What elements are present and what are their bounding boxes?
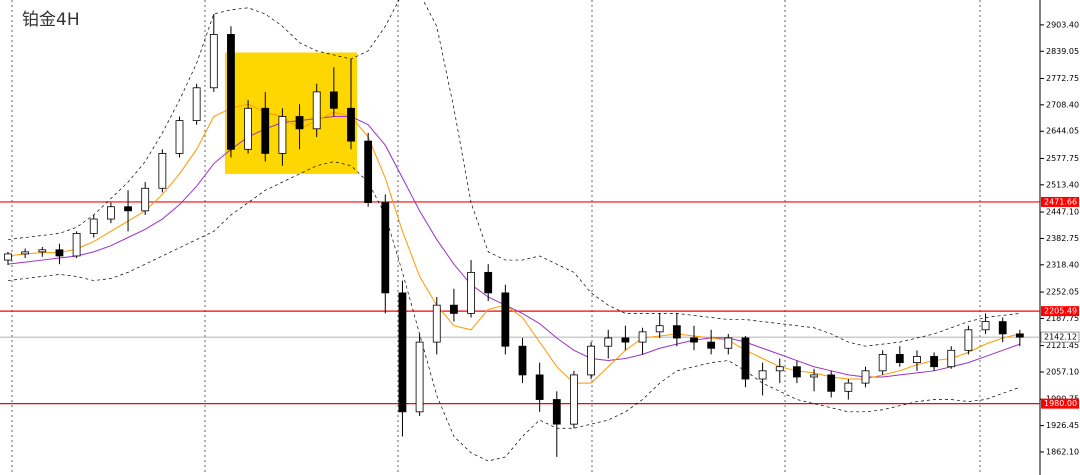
- candle-body: [38, 249, 47, 253]
- candle-body: [347, 107, 355, 142]
- plot: [0, 0, 1040, 462]
- candle-body: [570, 374, 578, 425]
- candle-body: [158, 153, 167, 189]
- level-label-box: [1041, 196, 1079, 207]
- candle-body: [261, 107, 270, 154]
- candle-body: [707, 341, 716, 349]
- candle-body: [775, 366, 784, 372]
- time-separators: [11, 0, 981, 475]
- candle-body: [518, 345, 527, 376]
- candle-body: [278, 116, 287, 154]
- candle-body: [844, 382, 853, 392]
- y-tick-label: 2252.05: [1046, 288, 1079, 297]
- candle-body: [107, 206, 115, 220]
- candle-body: [501, 292, 510, 347]
- candle-body: [21, 251, 30, 255]
- candle-body: [655, 325, 664, 333]
- candle-body: [449, 304, 458, 314]
- candle-body: [329, 91, 338, 109]
- y-tick-label: 2577.75: [1046, 154, 1079, 163]
- y-tick-label: 2903.40: [1046, 20, 1079, 29]
- candle-body: [175, 120, 184, 154]
- level-label-box: [1041, 306, 1079, 317]
- y-tick-label: 2839.05: [1046, 47, 1079, 56]
- indicator-line: [7, 161, 1020, 462]
- candle-body: [312, 91, 321, 130]
- candle-body: [878, 354, 887, 372]
- candle-body: [621, 337, 630, 343]
- candle-body: [295, 116, 304, 130]
- candle-body: [4, 253, 12, 261]
- y-tick-label: 2318.40: [1046, 260, 1079, 269]
- candle-body: [930, 356, 938, 368]
- y-tick-label: 1926.45: [1046, 421, 1079, 430]
- candle-body: [810, 374, 818, 378]
- candle-body: [981, 321, 990, 331]
- y-tick-label: 2708.40: [1046, 100, 1079, 109]
- candle-body: [793, 366, 801, 378]
- y-tick-label: 2644.05: [1046, 127, 1079, 136]
- level-label: 2471.66: [1044, 197, 1077, 206]
- candle-body: [192, 87, 201, 121]
- candle-body: [55, 249, 64, 257]
- candle-body: [484, 271, 493, 294]
- candle-body: [89, 218, 98, 234]
- candle-body: [638, 331, 647, 343]
- candle-body: [535, 374, 544, 400]
- candle-body: [415, 341, 424, 413]
- candle-body: [964, 329, 973, 351]
- candle-body: [724, 337, 733, 349]
- y-tick-label: 2057.10: [1046, 368, 1079, 377]
- candle-body: [827, 374, 836, 392]
- candle-body: [690, 337, 698, 343]
- candle-body: [861, 370, 870, 384]
- candle-body: [1015, 333, 1024, 338]
- candle-body: [895, 354, 904, 364]
- y-tick-label: 2382.75: [1046, 234, 1079, 243]
- y-tick-label: 2513.40: [1046, 180, 1079, 189]
- y-tick-label: 2121.45: [1046, 341, 1079, 350]
- candle-body: [467, 271, 475, 314]
- candle-body: [381, 202, 390, 294]
- level-label: 1980.00: [1044, 399, 1077, 408]
- y-tick-label: 1862.10: [1046, 447, 1079, 456]
- level-label-box: [1041, 398, 1079, 409]
- y-tick-label: 2187.75: [1046, 314, 1079, 323]
- candle-body: [947, 349, 956, 368]
- candle-body: [398, 292, 407, 413]
- candle-body: [552, 399, 561, 425]
- candle-body: [124, 206, 132, 212]
- level-label: 2205.49: [1044, 307, 1077, 316]
- candle-body: [587, 345, 595, 376]
- chart-title: 铂金4H: [22, 10, 80, 30]
- candle-body: [72, 232, 81, 257]
- candle-body: [432, 304, 441, 343]
- candle-body: [244, 107, 253, 150]
- candle-body: [227, 34, 235, 150]
- candle-body: [913, 356, 921, 364]
- y-tick-label: 2447.10: [1046, 208, 1079, 217]
- indicator-line: [7, 103, 1020, 384]
- candle-body: [758, 370, 767, 380]
- y-tick-label: 2772.75: [1046, 74, 1079, 83]
- last-price-label: 2142.12: [1044, 333, 1077, 342]
- indicator-line: [7, 115, 1021, 378]
- candle-body: [998, 321, 1007, 335]
- indicator-line: [7, 0, 1020, 347]
- candle-body: [604, 337, 613, 347]
- candle-body: [364, 140, 373, 204]
- candle-body: [672, 325, 681, 339]
- candle-body: [741, 337, 750, 380]
- last-price-box: [1040, 331, 1080, 343]
- candle-body: [209, 34, 218, 89]
- candle-body: [141, 187, 150, 212]
